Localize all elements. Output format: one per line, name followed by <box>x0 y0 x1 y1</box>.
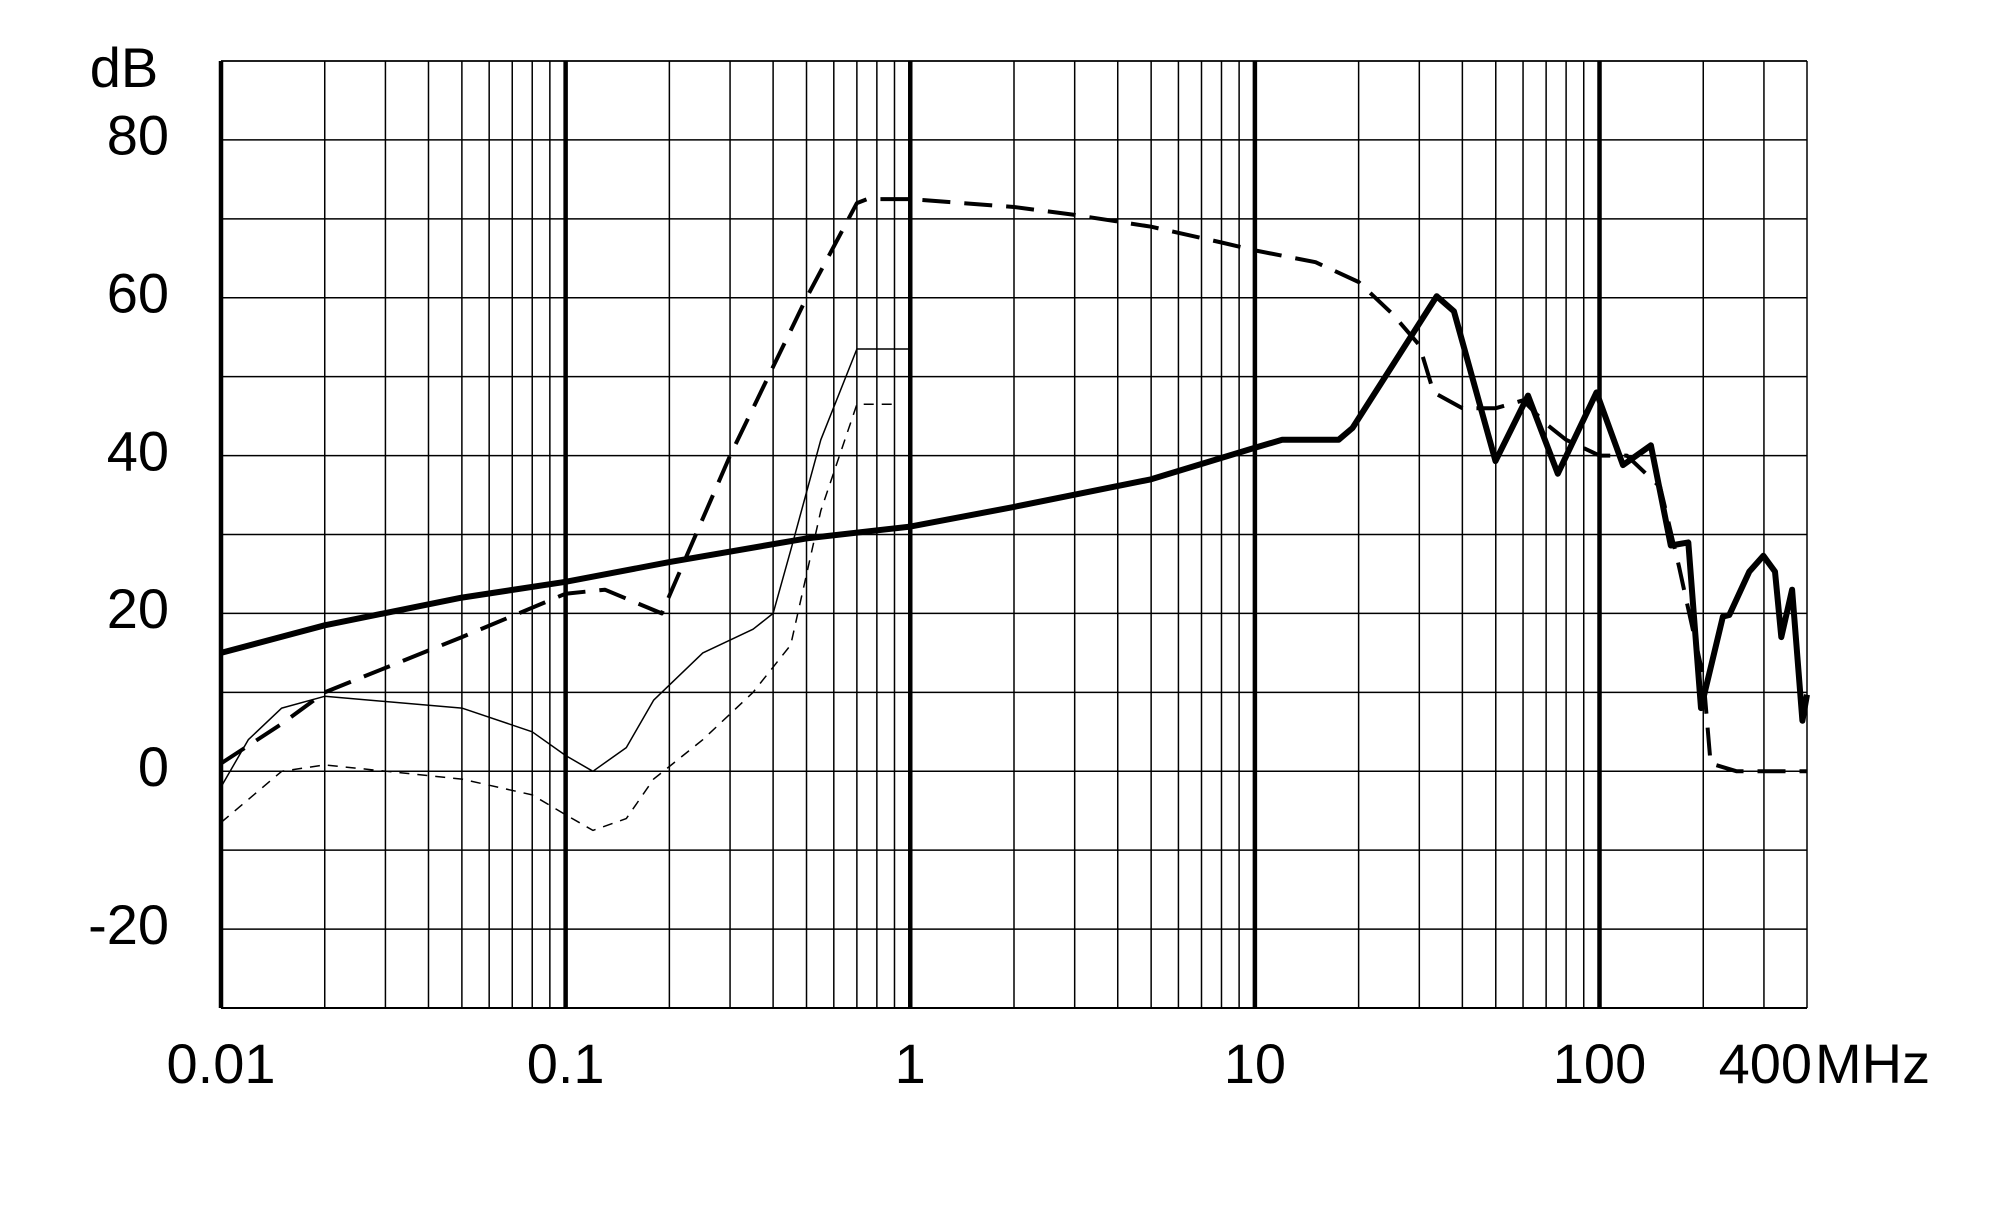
data-line <box>220 403 895 832</box>
data-line <box>220 293 1810 724</box>
y-tick-label: 80 <box>107 104 169 167</box>
x-tick-label: 100 <box>1553 1032 1646 1095</box>
y-axis-label: dB <box>90 36 159 99</box>
x-tick-label: 1 <box>895 1032 926 1095</box>
x-tick-label: 400 <box>1719 1032 1812 1095</box>
y-tick-label: 0 <box>138 735 169 798</box>
data-line <box>220 348 911 788</box>
y-tick-label: -20 <box>88 893 169 956</box>
y-tick-label: 40 <box>107 419 169 482</box>
y-tick-label: 20 <box>107 577 169 640</box>
y-tick-label: 60 <box>107 262 169 325</box>
x-axis-label: MHz <box>1815 1032 1930 1095</box>
x-tick-label: 0.01 <box>167 1032 276 1095</box>
x-tick-label: 10 <box>1224 1032 1286 1095</box>
x-tick-label: 0.1 <box>527 1032 605 1095</box>
data-line <box>219 197 1807 774</box>
